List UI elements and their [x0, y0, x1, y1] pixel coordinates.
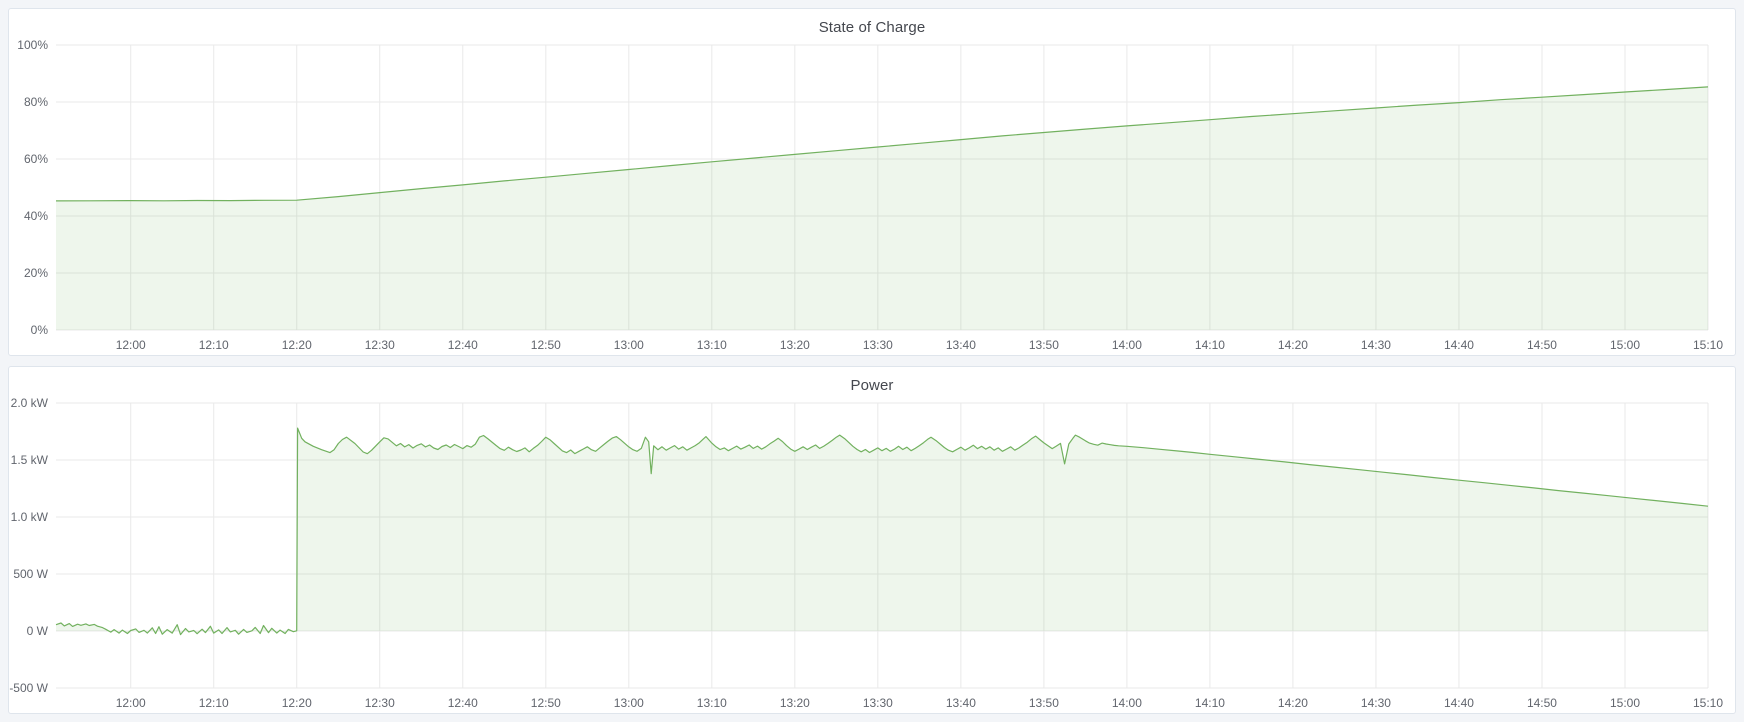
svg-text:12:40: 12:40 [448, 338, 478, 352]
svg-text:12:10: 12:10 [199, 338, 229, 352]
svg-text:60%: 60% [24, 152, 48, 166]
svg-text:12:40: 12:40 [448, 696, 478, 710]
svg-text:15:00: 15:00 [1610, 696, 1640, 710]
svg-text:13:50: 13:50 [1029, 696, 1059, 710]
svg-text:15:00: 15:00 [1610, 338, 1640, 352]
svg-text:1.0 kW: 1.0 kW [11, 510, 49, 524]
svg-text:80%: 80% [24, 95, 48, 109]
svg-text:15:10: 15:10 [1693, 696, 1723, 710]
svg-text:12:20: 12:20 [282, 338, 312, 352]
svg-text:100%: 100% [17, 38, 48, 52]
panel-title-state-of-charge: State of Charge [818, 18, 926, 36]
svg-text:13:40: 13:40 [946, 696, 976, 710]
panel-title-power: Power [850, 376, 894, 394]
svg-text:14:00: 14:00 [1112, 696, 1142, 710]
svg-text:14:10: 14:10 [1195, 696, 1225, 710]
svg-text:14:20: 14:20 [1278, 696, 1308, 710]
svg-text:500 W: 500 W [13, 567, 48, 581]
panel-state-of-charge: State of Charge 0% 20% 40% 60% 80% 100% 12:00 1… [8, 8, 1736, 356]
svg-text:14:10: 14:10 [1195, 338, 1225, 352]
svg-text:12:30: 12:30 [365, 696, 395, 710]
svg-text:12:50: 12:50 [531, 696, 561, 710]
svg-text:13:20: 13:20 [780, 338, 810, 352]
svg-text:12:00: 12:00 [116, 338, 146, 352]
svg-text:13:30: 13:30 [863, 696, 893, 710]
svg-text:14:40: 14:40 [1444, 696, 1474, 710]
svg-text:12:00: 12:00 [116, 696, 146, 710]
svg-text:0%: 0% [31, 323, 49, 337]
svg-text:14:50: 14:50 [1527, 338, 1557, 352]
svg-text:13:00: 13:00 [614, 338, 644, 352]
svg-text:-500 W: -500 W [9, 681, 48, 695]
svg-text:40%: 40% [24, 209, 48, 223]
svg-text:13:50: 13:50 [1029, 338, 1059, 352]
svg-text:15:10: 15:10 [1693, 338, 1723, 352]
svg-text:12:20: 12:20 [282, 696, 312, 710]
svg-text:12:30: 12:30 [365, 338, 395, 352]
svg-text:12:10: 12:10 [199, 696, 229, 710]
panel-header[interactable]: Power [9, 373, 1735, 397]
svg-text:1.5 kW: 1.5 kW [11, 453, 49, 467]
panel-header[interactable]: State of Charge [9, 15, 1735, 39]
svg-text:14:00: 14:00 [1112, 338, 1142, 352]
svg-text:13:10: 13:10 [697, 338, 727, 352]
svg-text:14:20: 14:20 [1278, 338, 1308, 352]
svg-text:0 W: 0 W [27, 624, 49, 638]
svg-text:13:20: 13:20 [780, 696, 810, 710]
svg-text:13:10: 13:10 [697, 696, 727, 710]
svg-text:13:30: 13:30 [863, 338, 893, 352]
svg-text:14:30: 14:30 [1361, 696, 1391, 710]
svg-text:14:40: 14:40 [1444, 338, 1474, 352]
svg-text:13:40: 13:40 [946, 338, 976, 352]
state-of-charge-chart[interactable]: 0% 20% 40% 60% 80% 100% 12:00 12:10 12:20 12:30 12… [9, 9, 1735, 355]
svg-text:13:00: 13:00 [614, 696, 644, 710]
panel-power: Power -500 W 0 W 500 W 1.0 kW 1.5 kW 2.0 kW 12… [8, 366, 1736, 714]
svg-text:12:50: 12:50 [531, 338, 561, 352]
svg-text:20%: 20% [24, 266, 48, 280]
power-chart[interactable]: -500 W 0 W 500 W 1.0 kW 1.5 kW 2.0 kW 12:00 12:… [9, 367, 1735, 713]
svg-text:14:30: 14:30 [1361, 338, 1391, 352]
svg-text:2.0 kW: 2.0 kW [11, 396, 49, 410]
svg-text:14:50: 14:50 [1527, 696, 1557, 710]
